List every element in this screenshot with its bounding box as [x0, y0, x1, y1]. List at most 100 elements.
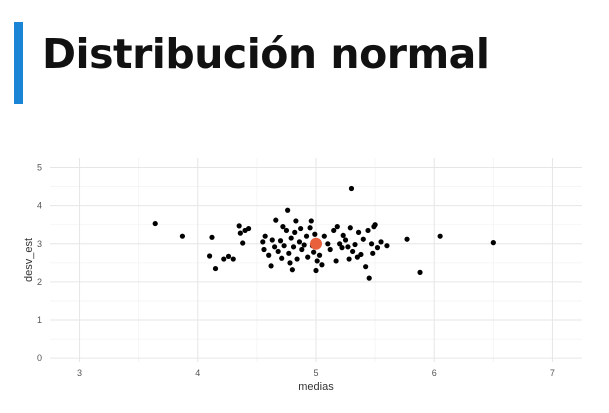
- scatter-point: [246, 225, 252, 232]
- scatter-point: [370, 250, 376, 256]
- scatter-point: [212, 265, 219, 272]
- highlight-points: [310, 237, 322, 250]
- scatter-point: [404, 236, 410, 242]
- scatter-point: [417, 269, 423, 275]
- scatter-point: [266, 252, 272, 258]
- scatter-point: [374, 245, 381, 251]
- scatter-point: [179, 233, 186, 239]
- scatter-point: [346, 256, 352, 262]
- scatter-point: [261, 246, 267, 253]
- x-tick-label: 3: [77, 368, 82, 378]
- scatter-point: [287, 260, 293, 266]
- y-tick-label: 4: [37, 201, 42, 211]
- scatter-point: [314, 258, 320, 264]
- scatter-point: [307, 225, 313, 231]
- scatter-point: [277, 238, 284, 244]
- y-tick-label: 3: [37, 239, 42, 249]
- scatter-point: [293, 218, 299, 224]
- scatter-point: [279, 255, 285, 261]
- scatter-point: [269, 237, 275, 243]
- scatter-point: [268, 263, 274, 269]
- scatter-point: [331, 227, 337, 234]
- scatter-point: [363, 264, 369, 270]
- scatter-point: [260, 239, 266, 245]
- scatter-point: [312, 231, 318, 237]
- scatter-point: [490, 240, 496, 246]
- scatter-point: [437, 233, 443, 239]
- scatter-point: [272, 244, 278, 250]
- scatter-point: [221, 256, 227, 262]
- highlight-point: [310, 237, 322, 250]
- scatter-point: [311, 249, 317, 255]
- x-tick-label: 4: [195, 368, 200, 378]
- scatter-point: [275, 248, 281, 255]
- scatter-point: [313, 267, 319, 274]
- scatter-point: [280, 224, 286, 230]
- scatter-point: [348, 185, 355, 192]
- title-accent-bar: [14, 22, 23, 104]
- scatter-point: [333, 258, 339, 264]
- data-points: [152, 185, 496, 281]
- scatter-point: [327, 246, 333, 253]
- scatter-point: [288, 235, 294, 241]
- scatter-point: [285, 207, 291, 213]
- scatter-point: [237, 230, 243, 236]
- scatter-point: [345, 244, 351, 250]
- scatter-point: [292, 229, 298, 235]
- scatter-point: [290, 244, 297, 250]
- scatter-point: [384, 243, 390, 249]
- scatter-point: [378, 239, 384, 245]
- scatter-point: [289, 267, 295, 273]
- scatter-point: [366, 275, 372, 281]
- scatter-point: [299, 246, 305, 253]
- grid: [50, 158, 582, 362]
- scatter-point: [372, 222, 378, 228]
- y-axis-label: desv_est: [23, 238, 35, 282]
- scatter-point: [358, 251, 364, 258]
- scatter-point: [321, 233, 327, 239]
- scatter-point: [368, 241, 375, 247]
- scatter-point: [339, 245, 345, 251]
- scatter-point: [152, 220, 158, 227]
- scatter-point: [352, 241, 358, 248]
- scatter-point: [365, 227, 371, 234]
- scatter-point: [281, 243, 287, 249]
- scatter-point: [354, 254, 360, 260]
- scatter-point: [262, 233, 268, 239]
- scatter-point: [240, 240, 246, 246]
- y-tick-label: 0: [37, 353, 42, 363]
- scatter-point: [342, 237, 349, 243]
- scatter-point: [209, 234, 215, 240]
- scatter-point: [308, 218, 314, 224]
- x-tick-label: 6: [432, 368, 437, 378]
- scatter-point: [325, 241, 331, 247]
- scatter-point: [340, 232, 346, 239]
- scatter-point: [236, 223, 242, 229]
- scatter-point: [273, 217, 279, 223]
- scatter-point: [360, 236, 366, 242]
- x-tick-label: 5: [313, 368, 318, 378]
- scatter-point: [286, 250, 292, 256]
- scatter-point: [301, 242, 307, 248]
- scatter-point: [347, 225, 353, 231]
- x-tick-label: 7: [550, 368, 555, 378]
- scatter-point: [337, 241, 343, 247]
- scatter-point: [350, 248, 356, 255]
- scatter-point: [355, 229, 362, 235]
- x-axis-label: medias: [298, 381, 334, 393]
- scatter-point: [225, 253, 232, 259]
- y-tick-label: 1: [37, 315, 42, 325]
- scatter-point: [316, 252, 323, 258]
- scatter-point: [303, 233, 310, 239]
- scatter-point: [319, 262, 325, 268]
- scatter-point: [296, 239, 303, 245]
- y-tick-label: 2: [37, 277, 42, 287]
- scatter-point: [334, 224, 340, 230]
- tick-labels: 3 4 5 6 7 0 1 2 3 4 5: [37, 163, 555, 378]
- page-title: Distribución normal: [42, 30, 490, 78]
- scatter-point: [305, 254, 311, 260]
- scatter-point: [298, 225, 304, 232]
- scatter-point: [207, 253, 213, 259]
- scatter-point: [294, 256, 300, 262]
